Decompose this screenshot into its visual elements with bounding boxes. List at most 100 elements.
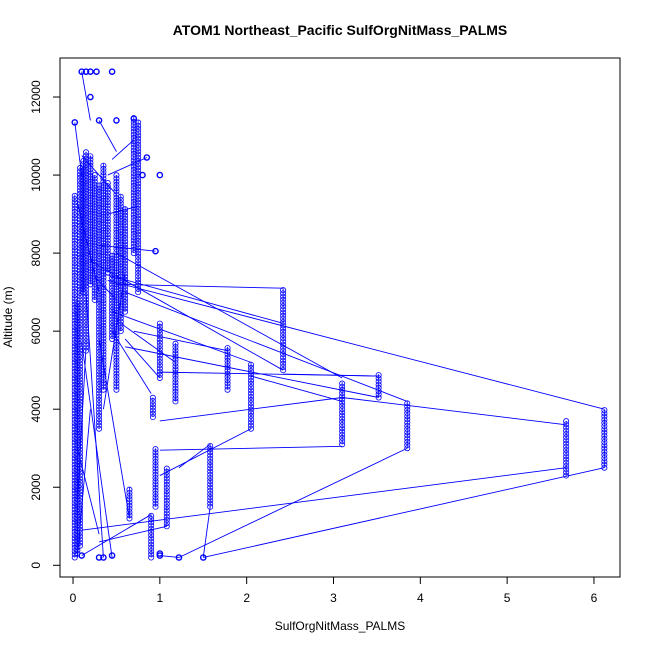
data-point <box>404 429 411 436</box>
data-point <box>130 170 137 177</box>
data-point <box>135 260 142 267</box>
data-point <box>601 410 608 417</box>
data-point <box>148 535 155 542</box>
data-point <box>563 427 570 434</box>
data-point <box>87 188 94 195</box>
data-point <box>104 199 111 206</box>
data-point <box>130 163 137 170</box>
data-point <box>135 218 142 225</box>
data-point <box>96 220 103 227</box>
data-point <box>601 426 608 433</box>
data-point <box>117 232 124 239</box>
data-point <box>76 517 83 524</box>
data-point <box>339 383 346 390</box>
data-point <box>163 472 170 479</box>
data-point <box>100 377 107 384</box>
y-tick-label: 4000 <box>29 396 43 423</box>
data-point <box>117 289 124 296</box>
data-point <box>100 165 107 172</box>
data-point <box>122 299 129 306</box>
data-point <box>108 68 116 75</box>
data-point <box>76 446 83 453</box>
data-point <box>280 351 287 358</box>
data-point <box>339 441 346 448</box>
data-point <box>163 494 170 501</box>
data-point <box>96 208 103 215</box>
data-point <box>109 265 116 272</box>
data-point <box>156 371 163 378</box>
data-point <box>130 179 137 186</box>
data-point <box>76 347 83 354</box>
data-point <box>375 388 382 395</box>
data-point <box>109 329 116 336</box>
data-point <box>130 205 137 212</box>
data-point <box>156 339 163 346</box>
data-point <box>563 443 570 450</box>
data-point <box>122 209 129 216</box>
data-point <box>113 185 120 192</box>
data-point <box>248 400 255 407</box>
data-point <box>135 241 142 248</box>
data-point <box>207 462 214 469</box>
series-line <box>81 514 152 556</box>
data-point <box>104 180 111 187</box>
data-point <box>248 416 255 423</box>
data-point <box>100 341 107 348</box>
data-point <box>109 307 116 314</box>
data-point <box>339 409 346 416</box>
data-point <box>96 278 103 285</box>
data-point <box>130 237 137 244</box>
data-point <box>135 231 142 238</box>
data-point <box>122 231 129 238</box>
series-line <box>85 292 104 558</box>
data-point <box>563 446 570 453</box>
data-point <box>113 361 120 368</box>
data-point <box>601 451 608 458</box>
data-point <box>100 313 107 320</box>
data-point <box>96 384 103 391</box>
x-tick-label: 4 <box>417 591 424 605</box>
data-point <box>76 526 83 533</box>
data-point <box>109 262 116 269</box>
data-point <box>91 172 98 179</box>
data-point <box>109 281 116 288</box>
data-point <box>104 189 111 196</box>
data-point <box>109 303 116 310</box>
series-line <box>202 506 211 558</box>
data-point <box>563 469 570 476</box>
data-point <box>130 250 137 257</box>
data-point <box>113 178 120 185</box>
data-point <box>76 369 83 376</box>
data-point <box>96 288 103 295</box>
data-point <box>601 419 608 426</box>
data-point <box>83 306 90 313</box>
data-point <box>87 271 94 278</box>
data-point <box>76 465 83 472</box>
data-point <box>375 372 382 379</box>
data-point <box>117 267 124 274</box>
data-point <box>83 322 90 329</box>
data-point <box>104 186 111 193</box>
data-point <box>130 230 137 237</box>
data-point <box>87 162 94 169</box>
data-point <box>139 171 146 179</box>
data-point <box>109 275 116 282</box>
data-point <box>100 178 107 185</box>
data-point <box>207 484 214 491</box>
data-point <box>96 192 103 199</box>
data-point <box>375 391 382 398</box>
data-point <box>172 379 179 386</box>
data-point <box>207 442 214 449</box>
data-point <box>172 359 179 366</box>
data-point <box>113 117 120 124</box>
data-point <box>117 254 124 261</box>
data-point <box>109 310 116 317</box>
data-point <box>76 430 83 437</box>
data-point <box>96 358 103 365</box>
data-point <box>104 218 111 225</box>
data-point <box>130 115 138 122</box>
data-point <box>96 188 103 195</box>
data-point <box>113 175 120 182</box>
data-point <box>148 516 155 523</box>
